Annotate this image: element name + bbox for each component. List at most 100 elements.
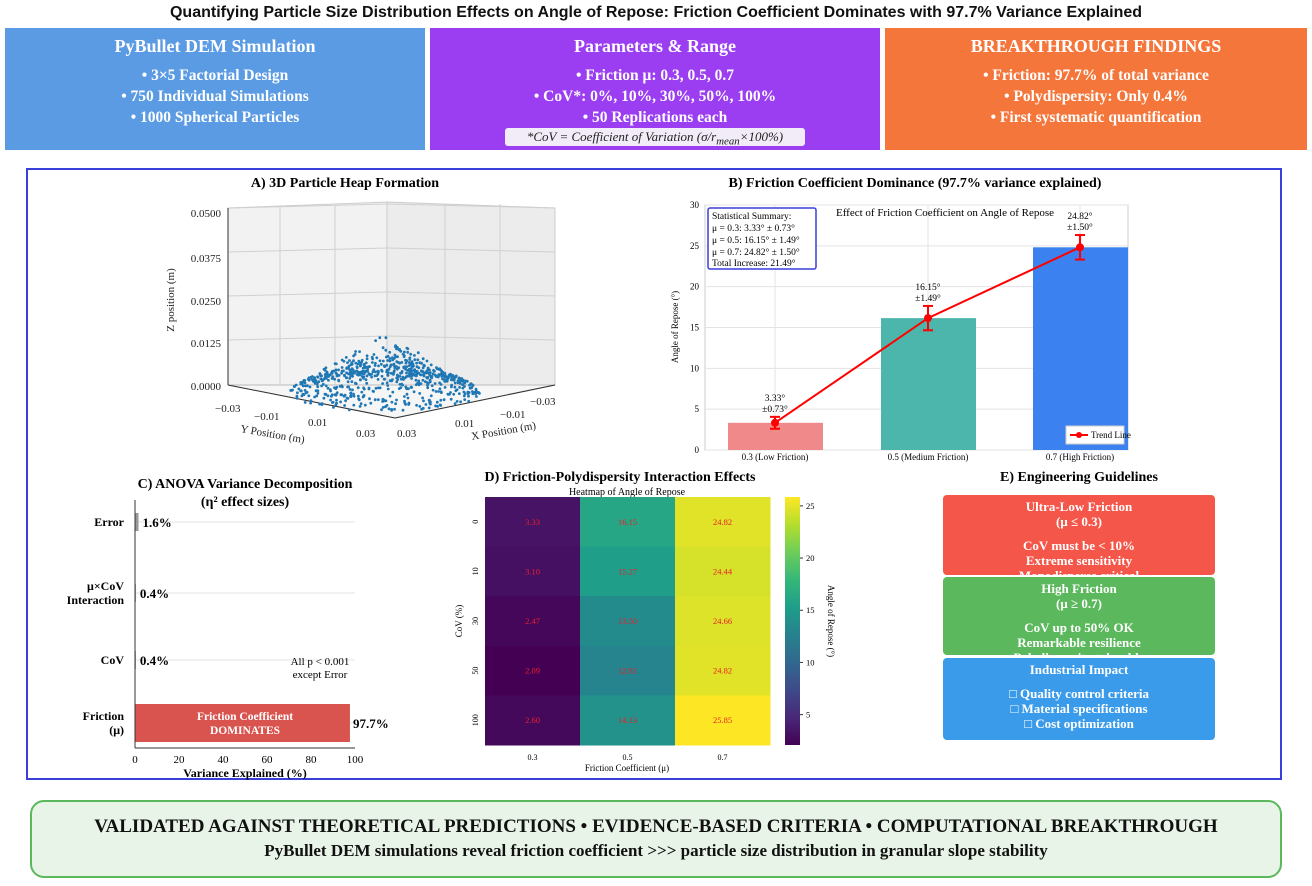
particle-point <box>417 381 421 385</box>
bullet: • CoV*: 0%, 10%, 30%, 50%, 100% <box>533 88 777 105</box>
cell-value: 2.47 <box>525 616 540 626</box>
particle-point <box>346 380 350 384</box>
heatmap-cell <box>485 596 581 647</box>
particle-point <box>427 406 431 410</box>
particle-point <box>358 350 361 353</box>
particle-point <box>375 356 379 360</box>
particle-point <box>385 363 389 367</box>
particle-point <box>439 398 443 402</box>
box-title: Parameters & Range <box>574 36 736 56</box>
particle-point <box>454 374 458 378</box>
annotation: except Error <box>293 669 348 681</box>
particle-point <box>410 386 414 389</box>
particle-point <box>377 370 380 373</box>
particle-point <box>362 386 365 390</box>
particle-point <box>403 399 406 403</box>
bullet: • 50 Replications each <box>582 109 728 126</box>
particle-point <box>388 359 392 363</box>
footer-banner: VALIDATED AGAINST THEORETICAL PREDICTION… <box>30 800 1282 878</box>
guideline-text: Industrial Impact <box>1029 662 1129 677</box>
particle-point <box>351 374 354 378</box>
particle-point <box>349 394 353 398</box>
x-tick: −0.01 <box>500 409 525 421</box>
particle-point <box>393 407 396 411</box>
x-tick: 80 <box>306 754 318 766</box>
particle-point <box>363 403 367 407</box>
bar <box>1033 247 1128 450</box>
particle-point <box>421 378 425 382</box>
y-tick: 10 <box>690 363 700 373</box>
bullet: • 3×5 Factorial Design <box>141 67 289 84</box>
particle-point <box>389 371 393 375</box>
particle-point <box>461 383 464 387</box>
particle-point <box>322 396 326 400</box>
annotation: All p < 0.001 <box>291 656 350 668</box>
colorbar-tick-label: 20 <box>806 553 815 563</box>
particle-point <box>350 367 354 371</box>
particle-point <box>406 396 410 400</box>
particle-point <box>350 380 354 383</box>
cell-value: 24.82 <box>713 666 732 676</box>
trend-point <box>924 314 932 323</box>
particle-point <box>309 399 313 402</box>
particle-point <box>440 391 443 394</box>
particle-point <box>301 392 305 396</box>
particle-point <box>392 370 396 373</box>
particle-point <box>329 398 332 402</box>
particle-point <box>362 375 366 379</box>
colorbar-tick-label: 15 <box>806 605 815 615</box>
heatmap-cell <box>485 546 581 597</box>
particle-point <box>422 374 426 378</box>
particle-point <box>350 361 354 364</box>
particle-point <box>399 377 403 381</box>
category-label: μ×CoV <box>87 579 124 593</box>
y-axis-label: CoV (%) <box>454 605 464 638</box>
particle-point <box>410 374 413 378</box>
category-label: Interaction <box>67 593 125 607</box>
particle-point <box>352 359 355 363</box>
particle-point <box>347 364 351 368</box>
y-axis-label: Y Position (m) <box>239 423 305 446</box>
particle-point <box>416 351 420 355</box>
particle-point <box>361 366 365 370</box>
particle-point <box>458 380 462 383</box>
particle-point <box>339 393 343 397</box>
cell-value: 16.15 <box>618 517 637 527</box>
guideline-text: (μ ≥ 0.7) <box>1056 596 1102 611</box>
particle-point <box>444 374 447 377</box>
panel-b-bar-chart: B) Friction Coefficient Dominance (97.7%… <box>670 176 1131 462</box>
particle-point <box>469 382 473 386</box>
z-tick: 0.0125 <box>191 338 222 350</box>
particle-point <box>326 394 330 398</box>
particle-point <box>438 387 442 391</box>
x-axis-label: Variance Explained (%) <box>183 766 307 780</box>
particle-point <box>382 398 385 402</box>
particle-point <box>431 388 435 392</box>
particle-point <box>394 355 397 359</box>
particle-point <box>377 386 380 390</box>
particle-point <box>384 336 388 340</box>
particle-point <box>352 370 356 374</box>
particle-point <box>374 339 377 342</box>
particle-point <box>431 372 435 376</box>
particle-point <box>443 371 447 375</box>
summary-line: μ = 0.7: 24.82° ± 1.50° <box>712 247 800 258</box>
particle-point <box>432 369 435 372</box>
category-label: Friction <box>83 709 125 723</box>
x-tick: 0 <box>132 754 138 766</box>
particle-point <box>395 365 398 368</box>
particle-point <box>453 381 457 385</box>
particle-point <box>467 394 470 398</box>
x-axis-label: Friction Coefficient (μ) <box>585 763 669 773</box>
box-title: PyBullet DEM Simulation <box>114 36 316 56</box>
y-tick: 0.01 <box>308 417 327 429</box>
particle-point <box>401 408 405 412</box>
particle-point <box>374 386 378 390</box>
particle-point <box>421 357 425 361</box>
particle-point <box>403 350 406 354</box>
grid-line <box>386 335 556 341</box>
particle-point <box>340 384 343 388</box>
particle-point <box>343 374 346 378</box>
x-tick: 0.5 <box>623 753 633 762</box>
particle-point <box>463 381 467 385</box>
